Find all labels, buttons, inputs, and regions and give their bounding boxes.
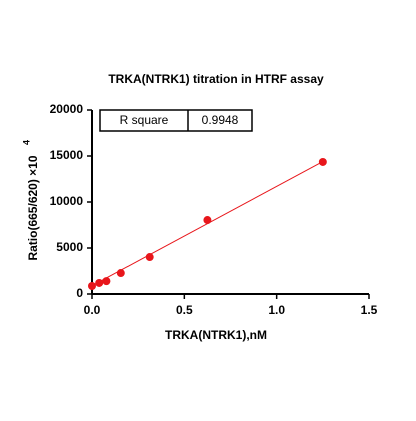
y-axis-label-sup: 4 [21, 140, 31, 145]
y-tick-label: 10000 [50, 194, 84, 208]
x-tick-label: 0.0 [84, 303, 101, 317]
point [88, 281, 96, 290]
point [116, 269, 125, 278]
y-tick-label: 0 [76, 286, 83, 300]
stats-label: R square [120, 113, 169, 127]
y-tick-label: 20000 [50, 102, 84, 116]
x-tick-label: 1.0 [268, 303, 285, 317]
x-tick-label: 1.5 [361, 303, 378, 317]
point [145, 253, 154, 262]
y-axis-label: Ratio(665/620) ×10 [26, 155, 40, 260]
y-tick-label: 5000 [56, 240, 83, 254]
point [203, 216, 212, 225]
stats-box [99, 109, 253, 132]
y-tick-label: 15000 [50, 148, 84, 162]
point [102, 277, 111, 286]
x-tick-label: 0.5 [176, 303, 193, 317]
chart-title: TRKA(NTRK1) titration in HTRF assay [108, 72, 324, 86]
stats-value: 0.9948 [202, 113, 239, 127]
x-axis-label: TRKA(NTRK1),nM [165, 328, 267, 342]
point [95, 278, 104, 287]
y-axis-label-group: Ratio(665/620) ×10 4 [21, 140, 40, 261]
point [318, 157, 327, 166]
